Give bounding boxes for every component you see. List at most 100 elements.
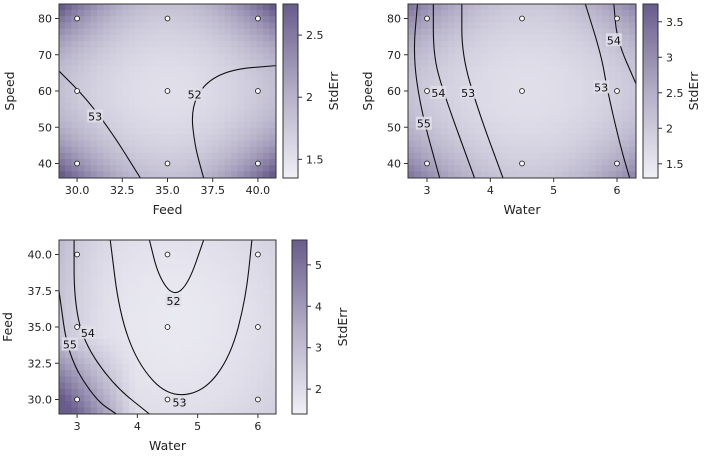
contour-panel-1: 53 52 30.0 32.5 35.0 37.5 40.0 Feed 40 50 60 70 80 Sp…: [2, 3, 341, 217]
x-tick-label: 32.5: [110, 184, 135, 197]
y-axis-label: Speed: [360, 71, 375, 110]
stderr-surface: [59, 240, 276, 414]
y-axis: 40 50 60 70 80: [387, 13, 408, 171]
contour-line-53: [109, 240, 253, 396]
stderr-surface: [59, 4, 276, 178]
contour-label-group: 54: [79, 325, 96, 340]
design-point: [74, 396, 80, 403]
colorbar-tick-label: 1.5: [666, 158, 684, 171]
colorbar-tick-label: 2.5: [306, 29, 324, 42]
colorbar-tick-label: 1.5: [306, 153, 324, 166]
contour-label: 55: [63, 338, 77, 351]
contour-label: 55: [417, 118, 431, 131]
contour-label-group: 55: [415, 116, 432, 131]
x-tick-label: 40.0: [246, 184, 271, 197]
colorbar: 1.5 2 2.5 3 3.5 StdErr: [642, 3, 701, 179]
colorbar-scale: [282, 3, 299, 179]
contour-label-group: 53: [460, 85, 477, 100]
design-point: [424, 160, 430, 167]
design-point: [74, 15, 80, 22]
design-points: [74, 15, 261, 167]
design-point: [614, 88, 620, 94]
x-tick-label: 35.0: [155, 184, 180, 197]
y-axis: 30.0 32.5 35.0 37.5 40.0: [28, 249, 59, 407]
x-tick-label: 5: [550, 184, 557, 197]
contour-label-group: 52: [165, 293, 182, 308]
colorbar-tick-label: 3.5: [666, 16, 684, 29]
y-tick-label: 32.5: [28, 357, 53, 370]
y-tick-label: 70: [38, 49, 52, 62]
colorbar-tick-label: 2: [315, 383, 322, 396]
colorbar-tick-label: 2: [666, 122, 673, 135]
contour-label: 53: [594, 81, 608, 94]
colorbar-tick-label: 4: [315, 300, 322, 313]
contour-lines: [59, 240, 253, 414]
contour-label-group: 53: [593, 80, 610, 94]
stderr-surface: [408, 4, 636, 178]
contour-label: 52: [188, 89, 202, 102]
y-tick-label: 40.0: [28, 249, 53, 262]
y-tick-label: 80: [387, 13, 401, 26]
design-point: [519, 15, 525, 22]
design-point: [74, 251, 80, 258]
design-point: [164, 88, 171, 94]
x-axis-label: Water: [149, 438, 187, 453]
colorbar-label: StdErr: [335, 307, 350, 347]
y-axis: 40 50 60 70 80: [38, 13, 59, 171]
x-tick-label: 4: [134, 420, 141, 433]
design-point: [74, 88, 80, 94]
contour-line-55: [59, 290, 117, 414]
contour-label: 53: [461, 87, 475, 100]
colorbar-tick-label: 2.5: [666, 87, 684, 100]
design-point: [255, 324, 261, 330]
design-point: [519, 88, 525, 94]
y-tick-label: 30.0: [28, 394, 53, 407]
y-tick-label: 50: [387, 121, 401, 134]
contour-label-group: 55: [61, 337, 78, 351]
contour-line-52: [191, 65, 276, 178]
colorbar: 1.5 2 2.5 StdErr: [282, 3, 341, 179]
contour-label: 54: [81, 327, 95, 340]
design-point: [164, 396, 171, 403]
design-point: [255, 396, 261, 403]
design-point: [424, 88, 430, 94]
y-axis-label: Feed: [0, 312, 15, 342]
contour-line-52: [148, 240, 205, 294]
x-tick-label: 3: [424, 184, 431, 197]
x-axis-label: Water: [504, 202, 542, 217]
contour-panel-2: 55 54 53 53 54 3 4 5 6 Water 40 50 60 70 80 Speed 1.5 2 2.…: [360, 3, 701, 217]
colorbar-label: StdErr: [326, 71, 341, 111]
x-tick-label: 37.5: [200, 184, 225, 197]
contour-label-group: 54: [430, 85, 447, 100]
design-points: [74, 251, 261, 403]
y-tick-label: 50: [38, 121, 52, 134]
design-point: [164, 160, 171, 167]
design-point: [164, 251, 171, 258]
x-tick-label: 6: [614, 184, 621, 197]
contour-line-53: [461, 4, 504, 178]
x-tick-label: 4: [487, 184, 494, 197]
x-axis: 30.0 32.5 35.0 37.5 40.0: [65, 178, 270, 197]
x-tick-label: 3: [74, 420, 81, 433]
design-point: [164, 324, 171, 330]
colorbar-scale: [642, 3, 659, 179]
y-tick-label: 80: [38, 13, 52, 26]
y-tick-label: 70: [387, 49, 401, 62]
colorbar-tick-label: 3: [315, 342, 322, 355]
contour-line-54: [432, 4, 476, 178]
colorbar-tick-label: 2: [306, 91, 313, 104]
contour-label: 53: [88, 110, 102, 123]
contour-label-group: 54: [605, 33, 622, 47]
design-points: [424, 15, 620, 167]
y-tick-label: 35.0: [28, 321, 53, 334]
x-tick-label: 5: [194, 420, 201, 433]
design-point: [519, 160, 525, 167]
contour-label: 53: [173, 396, 187, 409]
y-tick-label: 60: [387, 85, 401, 98]
contour-label: 52: [167, 295, 181, 308]
contour-label: 54: [431, 87, 445, 100]
x-tick-label: 6: [254, 420, 261, 433]
design-point: [424, 15, 430, 22]
